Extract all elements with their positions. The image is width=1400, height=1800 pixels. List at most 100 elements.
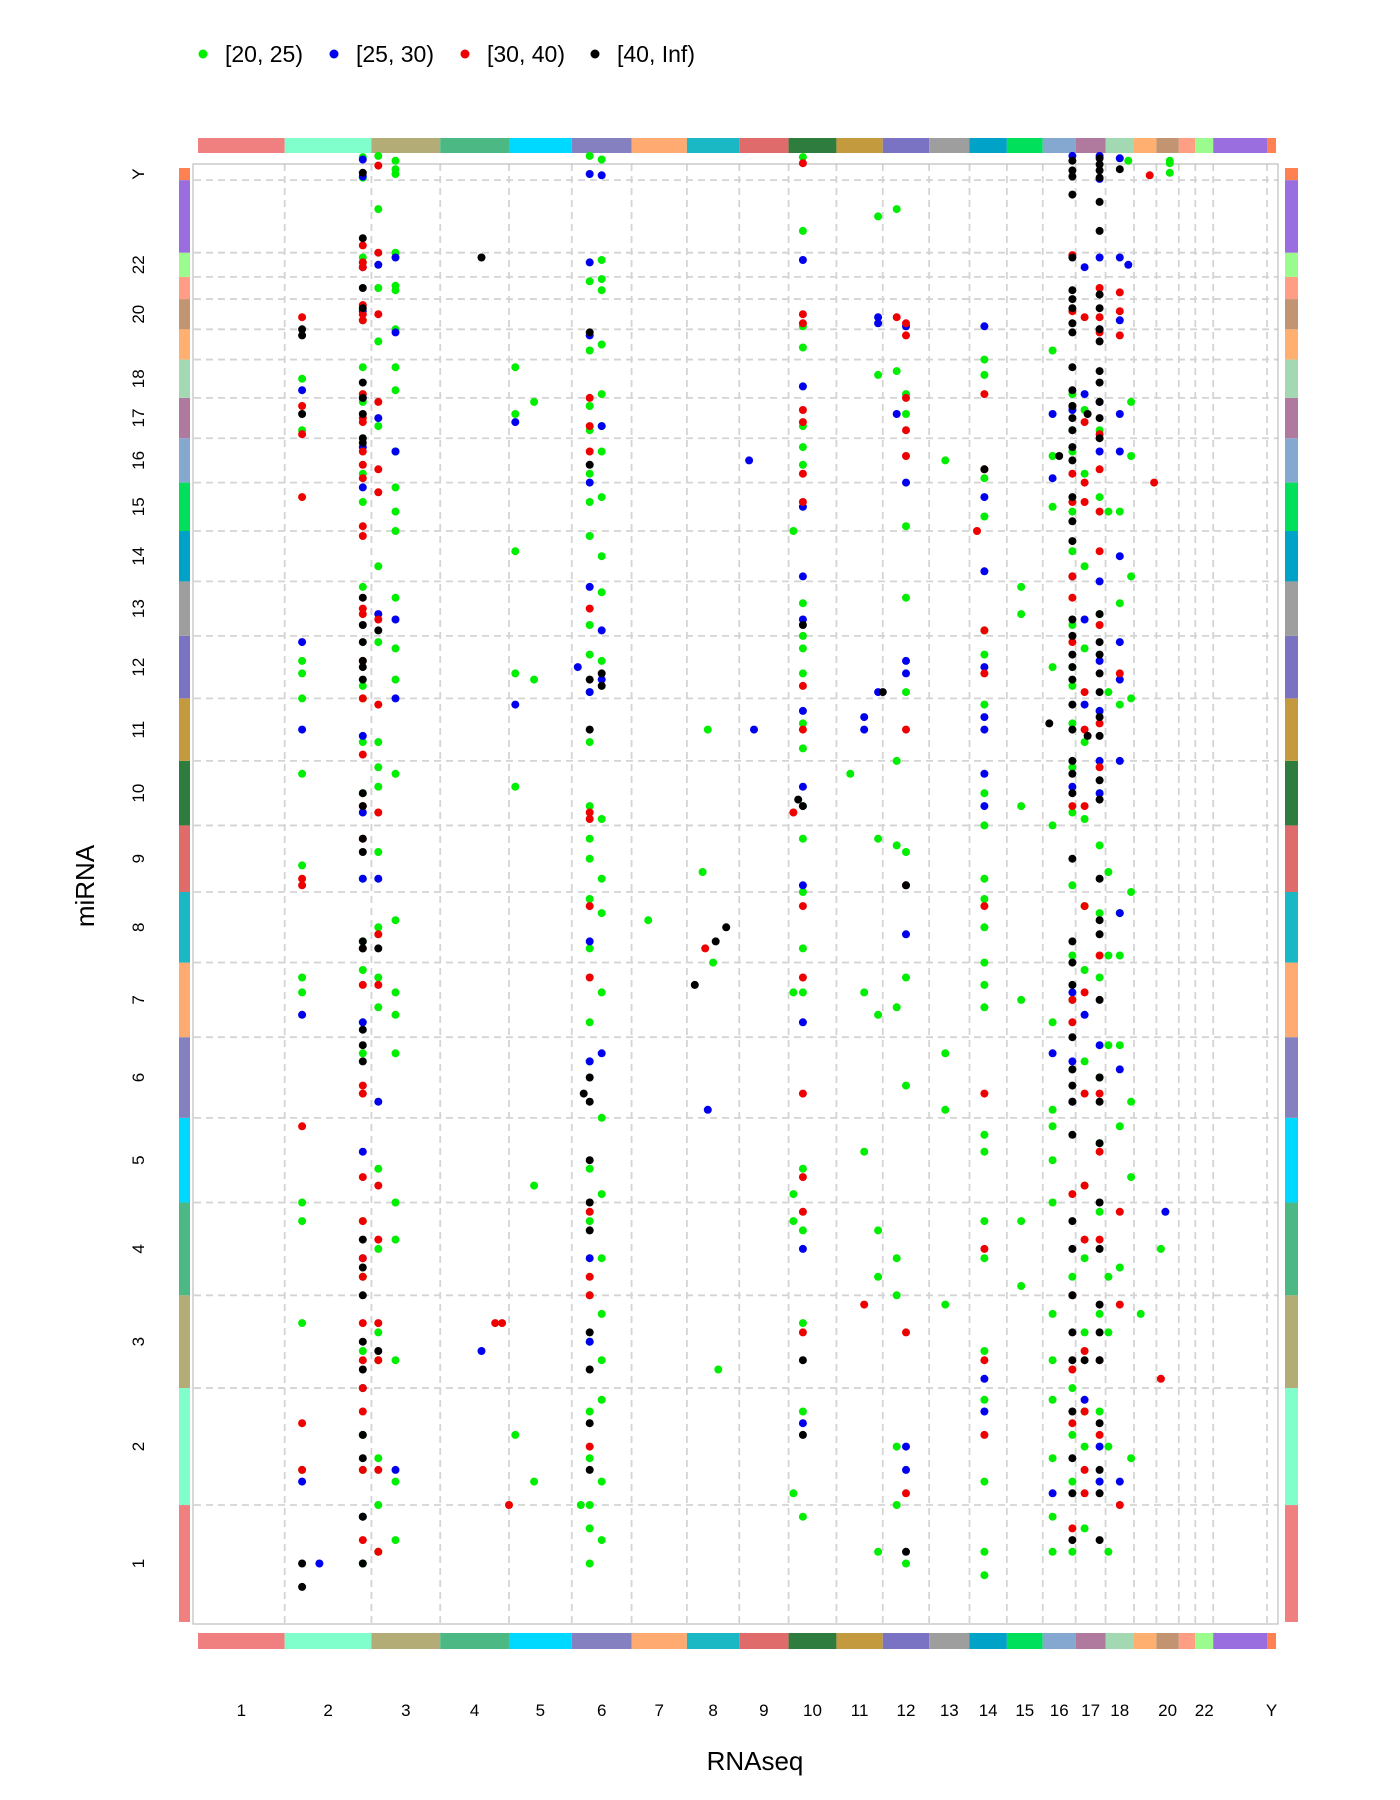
- data-point: [902, 725, 910, 734]
- data-point: [298, 874, 307, 883]
- data-point: [1095, 756, 1104, 765]
- data-point: [585, 1156, 594, 1165]
- y-tick-label: 20: [129, 305, 148, 324]
- data-point: [585, 402, 594, 410]
- data-point: [1068, 1217, 1077, 1226]
- data-point: [1115, 288, 1124, 297]
- data-point: [579, 1089, 588, 1098]
- data-point: [358, 263, 367, 272]
- data-point: [1115, 1207, 1124, 1216]
- data-point: [585, 1057, 594, 1066]
- data-point: [585, 1291, 594, 1300]
- data-point: [597, 588, 606, 597]
- data-point: [1080, 1395, 1089, 1404]
- left-chr-bar-9: [179, 825, 190, 892]
- data-point: [980, 669, 989, 678]
- data-point: [358, 1356, 367, 1365]
- data-point: [374, 930, 383, 939]
- data-point: [798, 1512, 807, 1521]
- data-point: [374, 397, 383, 406]
- data-point: [980, 1147, 989, 1156]
- data-point: [1068, 1454, 1077, 1463]
- data-point: [1150, 478, 1159, 487]
- data-point: [374, 562, 383, 571]
- y-tick-label: 4: [129, 1244, 148, 1253]
- data-point: [1068, 593, 1077, 602]
- data-point: [980, 1547, 989, 1556]
- data-point: [1095, 397, 1104, 406]
- data-point: [585, 973, 594, 982]
- data-point: [1095, 650, 1104, 659]
- data-point: [1080, 700, 1089, 709]
- data-point: [1068, 1291, 1077, 1300]
- data-point: [1127, 694, 1136, 703]
- data-point: [374, 1181, 383, 1190]
- data-point: [798, 1430, 807, 1439]
- data-point: [980, 1356, 989, 1365]
- top-chr-bar-4: [440, 138, 509, 153]
- data-point: [391, 1198, 400, 1207]
- top-chr-bar-18: [1105, 138, 1134, 153]
- data-point: [298, 325, 307, 334]
- data-point: [585, 478, 594, 487]
- data-point: [511, 363, 520, 372]
- data-point: [798, 1328, 807, 1337]
- data-point: [585, 650, 594, 659]
- data-point: [798, 310, 807, 319]
- data-point: [298, 881, 307, 890]
- data-point: [358, 1365, 367, 1374]
- data-point: [1048, 1395, 1057, 1404]
- data-point: [874, 1547, 883, 1556]
- data-point: [874, 1226, 883, 1235]
- data-point: [358, 410, 367, 418]
- bottom-chr-bar-2: [284, 1633, 372, 1649]
- data-point: [1048, 1547, 1057, 1556]
- data-point: [374, 1454, 383, 1463]
- data-point: [980, 958, 989, 967]
- top-chr-bar-8: [686, 138, 740, 153]
- data-point: [1080, 815, 1089, 823]
- right-chr-bar-11: [1285, 698, 1298, 761]
- data-point: [1115, 307, 1124, 316]
- data-point: [597, 1113, 606, 1122]
- data-point: [298, 493, 307, 502]
- data-point: [597, 1254, 606, 1263]
- data-point: [1048, 474, 1057, 483]
- data-point: [701, 944, 710, 953]
- legend: [20, 25) [25, 30) [30, 40) [40, Inf): [198, 41, 695, 67]
- data-point: [391, 328, 400, 337]
- data-point: [573, 663, 582, 672]
- data-point: [644, 916, 653, 925]
- data-point: [798, 256, 807, 264]
- left-chr-bar-18: [179, 359, 190, 398]
- data-point: [1080, 644, 1089, 653]
- x-tick-label: 8: [708, 1701, 717, 1720]
- top-chr-bar-14: [969, 138, 1007, 153]
- data-point: [1068, 681, 1077, 690]
- data-point: [597, 669, 606, 678]
- data-point: [1068, 507, 1077, 516]
- data-point: [374, 1244, 383, 1253]
- data-point: [1095, 367, 1104, 376]
- data-point: [1068, 1356, 1077, 1365]
- data-point: [374, 1003, 383, 1012]
- data-point: [358, 750, 367, 759]
- bottom-chr-bar-14: [969, 1633, 1007, 1649]
- data-point: [1095, 909, 1104, 918]
- x-tick-label: 16: [1050, 1701, 1069, 1720]
- data-point: [358, 738, 367, 747]
- data-point: [374, 161, 383, 170]
- data-point: [1068, 493, 1077, 502]
- data-point: [585, 469, 594, 478]
- data-point: [374, 808, 383, 817]
- data-point: [980, 1571, 989, 1580]
- data-point: [878, 688, 887, 697]
- data-point: [585, 604, 594, 613]
- x-tick-label: 9: [759, 1701, 768, 1720]
- data-point: [1127, 1454, 1136, 1463]
- data-point: [1068, 1057, 1077, 1066]
- data-point: [1104, 1272, 1113, 1281]
- data-point: [980, 355, 989, 364]
- data-point: [1104, 688, 1113, 697]
